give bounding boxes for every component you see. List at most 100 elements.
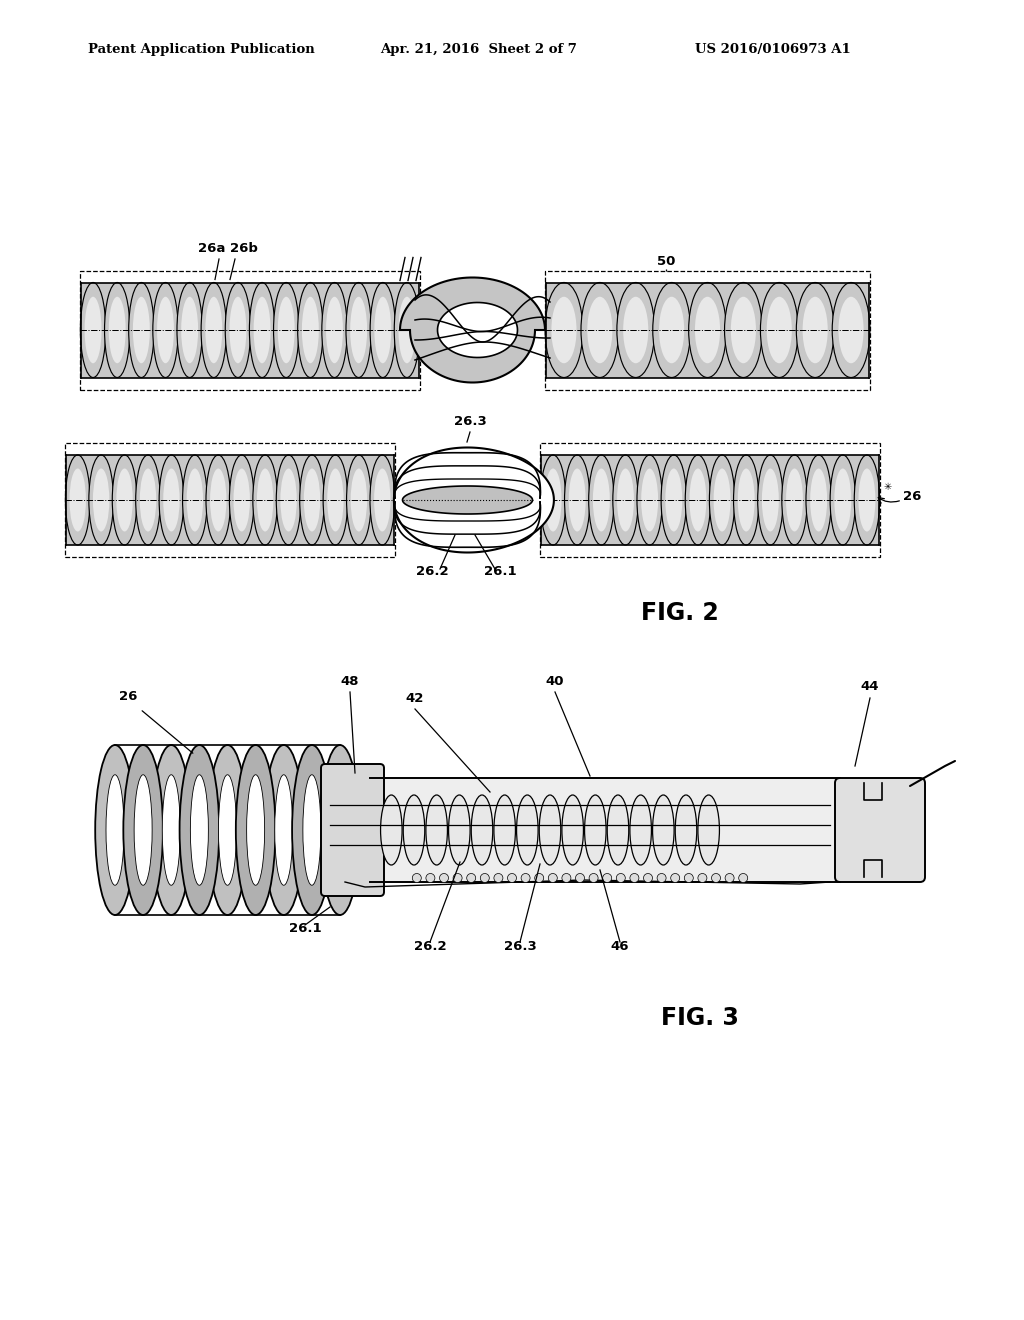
Circle shape xyxy=(589,874,598,883)
Ellipse shape xyxy=(247,775,264,886)
Ellipse shape xyxy=(562,795,584,865)
Circle shape xyxy=(480,874,489,883)
Circle shape xyxy=(684,874,693,883)
Ellipse shape xyxy=(281,469,297,532)
Ellipse shape xyxy=(858,469,876,532)
Text: FIG. 3: FIG. 3 xyxy=(662,1006,739,1030)
Ellipse shape xyxy=(276,455,301,545)
Ellipse shape xyxy=(689,469,707,532)
Ellipse shape xyxy=(208,744,248,915)
Ellipse shape xyxy=(551,297,577,363)
Circle shape xyxy=(630,874,639,883)
Circle shape xyxy=(535,874,544,883)
Circle shape xyxy=(413,874,421,883)
Ellipse shape xyxy=(403,795,425,865)
Circle shape xyxy=(562,874,571,883)
Ellipse shape xyxy=(190,775,208,886)
Text: 48: 48 xyxy=(341,675,359,688)
Ellipse shape xyxy=(292,744,332,915)
Ellipse shape xyxy=(835,469,851,532)
Bar xyxy=(546,282,869,378)
Ellipse shape xyxy=(568,469,586,532)
Ellipse shape xyxy=(179,744,219,915)
Ellipse shape xyxy=(624,297,648,363)
Ellipse shape xyxy=(104,282,130,378)
Ellipse shape xyxy=(761,282,798,378)
Ellipse shape xyxy=(612,455,638,545)
Ellipse shape xyxy=(375,297,391,363)
Ellipse shape xyxy=(163,469,179,532)
Circle shape xyxy=(439,874,449,883)
Circle shape xyxy=(657,874,666,883)
Ellipse shape xyxy=(695,297,720,363)
Ellipse shape xyxy=(666,469,682,532)
Ellipse shape xyxy=(652,282,690,378)
Ellipse shape xyxy=(637,455,663,545)
Bar xyxy=(65,444,395,557)
Ellipse shape xyxy=(585,795,606,865)
Text: 40: 40 xyxy=(546,675,564,688)
Ellipse shape xyxy=(350,297,367,363)
Ellipse shape xyxy=(589,455,614,545)
Ellipse shape xyxy=(370,282,395,378)
Ellipse shape xyxy=(346,282,372,378)
Ellipse shape xyxy=(545,469,561,532)
Text: 26.1: 26.1 xyxy=(289,921,322,935)
Circle shape xyxy=(467,874,476,883)
FancyBboxPatch shape xyxy=(321,764,384,896)
FancyBboxPatch shape xyxy=(835,777,925,882)
Ellipse shape xyxy=(762,469,779,532)
Text: 26a 26b: 26a 26b xyxy=(198,242,258,255)
Ellipse shape xyxy=(758,455,783,545)
Bar xyxy=(545,271,870,389)
Text: US 2016/0106973 A1: US 2016/0106973 A1 xyxy=(695,44,851,57)
Ellipse shape xyxy=(331,775,349,886)
Polygon shape xyxy=(400,277,545,383)
Ellipse shape xyxy=(689,282,726,378)
Ellipse shape xyxy=(725,282,762,378)
Ellipse shape xyxy=(326,297,343,363)
Circle shape xyxy=(725,874,734,883)
Ellipse shape xyxy=(264,744,303,915)
Ellipse shape xyxy=(854,455,880,545)
Text: 44: 44 xyxy=(861,680,880,693)
Ellipse shape xyxy=(133,297,150,363)
Bar xyxy=(540,444,880,557)
Ellipse shape xyxy=(350,469,367,532)
Ellipse shape xyxy=(737,469,755,532)
Circle shape xyxy=(575,874,585,883)
Text: Apr. 21, 2016  Sheet 2 of 7: Apr. 21, 2016 Sheet 2 of 7 xyxy=(380,44,577,57)
Polygon shape xyxy=(437,302,517,358)
Ellipse shape xyxy=(153,282,178,378)
Bar xyxy=(66,455,394,545)
Circle shape xyxy=(712,874,721,883)
Circle shape xyxy=(548,874,557,883)
Ellipse shape xyxy=(839,297,863,363)
Polygon shape xyxy=(394,447,554,553)
Ellipse shape xyxy=(593,469,610,532)
Ellipse shape xyxy=(698,795,720,865)
Text: 46: 46 xyxy=(610,940,630,953)
Ellipse shape xyxy=(162,775,180,886)
Ellipse shape xyxy=(426,795,447,865)
Ellipse shape xyxy=(328,469,344,532)
Circle shape xyxy=(671,874,680,883)
Ellipse shape xyxy=(381,795,402,865)
Ellipse shape xyxy=(182,455,207,545)
Ellipse shape xyxy=(206,455,230,545)
Ellipse shape xyxy=(85,297,101,363)
Ellipse shape xyxy=(733,455,759,545)
Circle shape xyxy=(698,874,707,883)
Circle shape xyxy=(643,874,652,883)
Ellipse shape xyxy=(129,282,154,378)
Ellipse shape xyxy=(494,795,515,865)
Ellipse shape xyxy=(581,282,618,378)
Circle shape xyxy=(616,874,626,883)
Ellipse shape xyxy=(123,744,163,915)
Ellipse shape xyxy=(250,282,274,378)
Ellipse shape xyxy=(181,297,198,363)
Ellipse shape xyxy=(767,297,792,363)
Ellipse shape xyxy=(225,282,251,378)
Ellipse shape xyxy=(830,455,855,545)
Ellipse shape xyxy=(545,282,583,378)
